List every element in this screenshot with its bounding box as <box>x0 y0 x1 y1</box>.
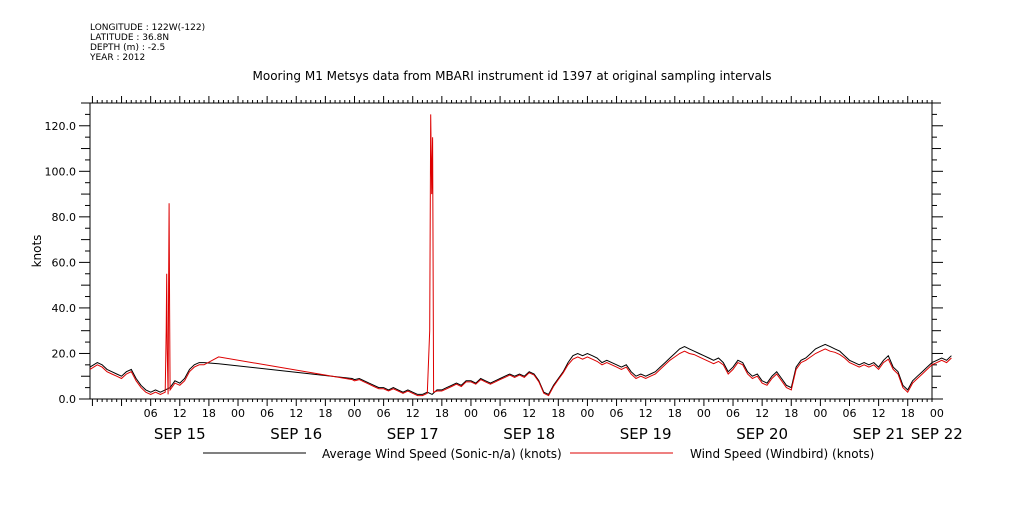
plot-border <box>89 102 933 400</box>
x-tick-label: 00 <box>930 407 944 420</box>
x-tick-label: 18 <box>318 407 332 420</box>
x-tick-label: 18 <box>901 407 915 420</box>
legend-label-average: Average Wind Speed (Sonic-n/a) (knots) <box>322 447 562 461</box>
x-tick-label: 18 <box>551 407 565 420</box>
x-day-label: SEP 22 <box>911 425 963 443</box>
x-day-label: SEP 21 <box>853 425 905 443</box>
plot-frame <box>89 102 933 400</box>
y-tick-label: 60.0 <box>52 256 77 269</box>
x-tick-label: 12 <box>173 407 187 420</box>
series-line-average <box>89 343 952 396</box>
legend-label-windbird: Wind Speed (Windbird) (knots) <box>690 447 874 461</box>
depth-label: DEPTH (m) : -2.5 <box>90 43 165 53</box>
y-tick-label: 100.0 <box>45 165 77 178</box>
x-tick-label: 00 <box>464 407 478 420</box>
y-tick-label: 20.0 <box>52 347 77 360</box>
x-day-label: SEP 18 <box>503 425 555 443</box>
y-tick-label: 0.0 <box>59 393 77 406</box>
y-tick-label: 80.0 <box>52 211 77 224</box>
x-day-label: SEP 15 <box>154 425 206 443</box>
y-tick-label: 40.0 <box>52 302 77 315</box>
x-tick-label: 18 <box>435 407 449 420</box>
legend: Average Wind Speed (Sonic-n/a) (knots) W… <box>203 447 874 461</box>
metadata-block: LONGITUDE : 122W(-122) LATITUDE : 36.8N … <box>89 23 205 63</box>
x-tick-label: 00 <box>347 407 361 420</box>
x-tick-label: 12 <box>522 407 536 420</box>
x-tick-label: 06 <box>726 407 740 420</box>
x-day-label: SEP 17 <box>387 425 439 443</box>
x-tick-label: 06 <box>260 407 274 420</box>
y-tick-label: 120.0 <box>45 120 77 133</box>
series-group <box>89 114 952 397</box>
x-day-label: SEP 19 <box>620 425 672 443</box>
x-day-label: SEP 16 <box>270 425 322 443</box>
x-tick-label: 18 <box>668 407 682 420</box>
chart-title: Mooring M1 Metsys data from MBARI instru… <box>253 69 772 83</box>
x-axis: 06 12 18 00 06 12 18 00 06 12 18 00 06 12 18 00 06 12 18 00… <box>91 96 963 443</box>
latitude-label: LATITUDE : 36.8N <box>90 33 169 43</box>
x-tick-label: 06 <box>493 407 507 420</box>
x-tick-label: 00 <box>813 407 827 420</box>
x-tick-label: 18 <box>784 407 798 420</box>
longitude-label: LONGITUDE : 122W(-122) <box>90 23 205 33</box>
x-tick-label: 06 <box>610 407 624 420</box>
x-day-label: SEP 20 <box>736 425 788 443</box>
x-tick-label: 12 <box>289 407 303 420</box>
y-axis-label: knots <box>30 235 44 268</box>
x-tick-label: 00 <box>231 407 245 420</box>
x-tick-label: 12 <box>872 407 886 420</box>
series-line-windbird <box>89 114 952 397</box>
x-tick-label: 06 <box>842 407 856 420</box>
year-label: YEAR : 2012 <box>89 53 145 63</box>
x-tick-label: 12 <box>639 407 653 420</box>
y-axis: 0.0 20.0 40.0 60.0 80.0 100.0 120.0 <box>45 102 943 406</box>
x-tick-label: 00 <box>697 407 711 420</box>
x-tick-label: 00 <box>580 407 594 420</box>
x-tick-label: 12 <box>406 407 420 420</box>
x-tick-label: 12 <box>755 407 769 420</box>
x-tick-label: 06 <box>144 407 158 420</box>
x-tick-label: 18 <box>202 407 216 420</box>
x-tick-label: 06 <box>377 407 391 420</box>
